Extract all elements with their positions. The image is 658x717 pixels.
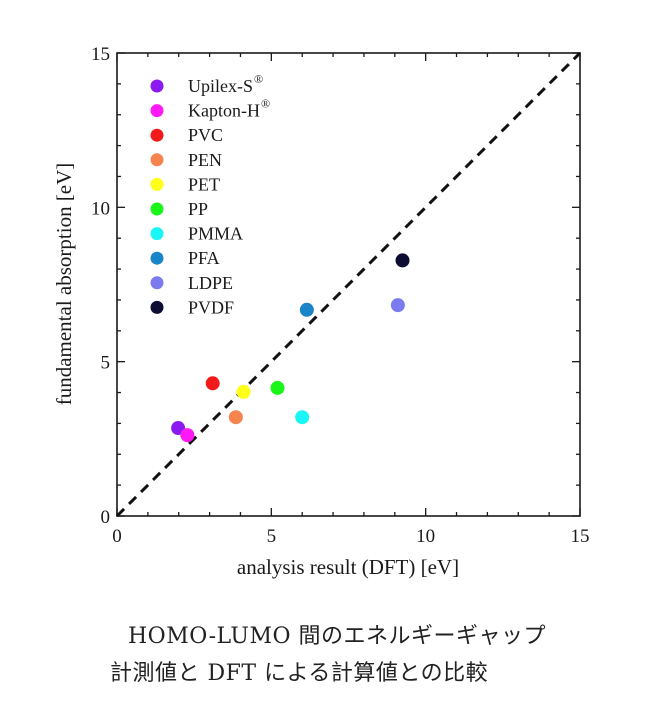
legend-marker-pen [150,153,164,167]
legend-superscript: ® [261,97,270,111]
legend-marker-pet [150,177,164,191]
x-tick-label: 5 [267,526,277,547]
legend-label-pmma: PMMA [188,224,243,244]
x-tick-label: 15 [571,526,590,547]
ticks-layer: 0 5 10 15 0 5 10 15 [91,44,590,547]
y-tick-label: 0 [101,507,111,528]
data-point-pmma [295,410,310,425]
caption-line-2: 計測値と DFT による計算値との比較 [110,661,489,686]
legend-marker-pmma [150,227,164,241]
legend: Upilex-S ®Kapton-H ®PVCPENPETPPPMMAPFALDPE… [150,72,270,317]
y-tick-label: 5 [101,353,111,374]
x-axis-title: analysis result (DFT) [eV] [237,555,459,579]
legend-label-pp: PP [188,199,208,219]
data-point-pvdf [395,253,410,268]
legend-marker-ldpe [150,276,164,290]
legend-label-pvc: PVC [188,125,223,145]
plot-frame [116,52,581,517]
y-tick-label: 10 [91,198,110,219]
y-axis-title: fundamental absorption [eV] [52,163,76,406]
x-tick-label: 0 [112,526,122,547]
legend-marker-pfa [150,251,164,265]
legend-marker-upilex-s [150,79,164,93]
legend-label-pen: PEN [188,150,222,170]
legend-marker-pp [150,202,164,216]
legend-marker-pvc [150,128,164,142]
points-layer [171,253,410,443]
legend-label-upilex-s: Upilex-S [188,76,253,96]
legend-marker-pvdf [150,300,164,314]
legend-marker-kapton-h [150,104,164,118]
reference-line-y-equals-x [115,51,582,518]
y-tick-label: 15 [91,44,110,65]
legend-label-ldpe: LDPE [188,273,233,293]
caption-line-1: HOMO-LUMO 間のエネルギーギャップ [128,624,547,649]
x-tick-label: 10 [416,526,435,547]
legend-label-pfa: PFA [188,248,220,268]
legend-label-pet: PET [188,174,220,194]
data-point-ldpe [390,298,405,313]
data-point-pen [228,410,243,425]
data-point-pvc [205,376,220,391]
data-point-pfa [299,302,314,317]
legend-label-pvdf: PVDF [188,297,234,317]
data-point-pet [236,384,251,399]
data-point-kapton-h [180,428,195,443]
legend-label-kapton-h: Kapton-H [188,101,260,121]
data-point-pp [270,380,285,395]
legend-superscript: ® [254,72,263,86]
